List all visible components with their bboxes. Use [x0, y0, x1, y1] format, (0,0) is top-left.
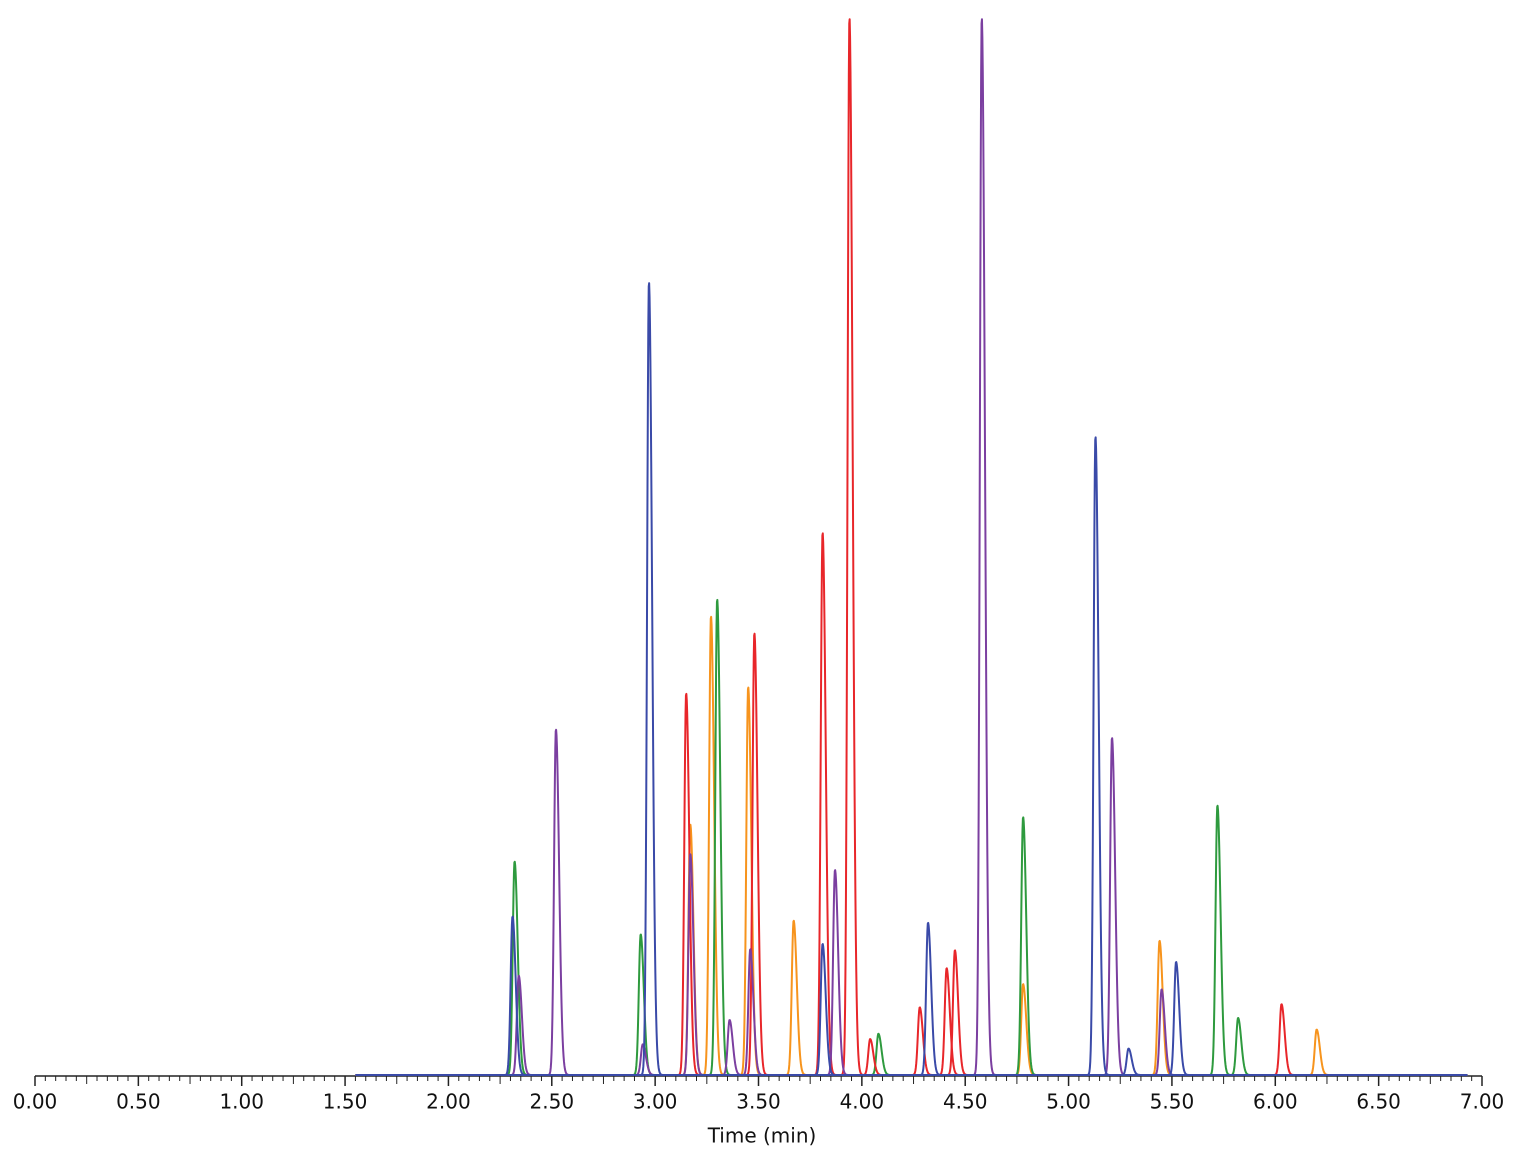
peak [918, 921, 950, 1076]
peak [1228, 1016, 1260, 1076]
x-tick-label: 7.00 [1460, 1090, 1505, 1114]
peak [1207, 804, 1239, 1076]
peak [783, 919, 815, 1076]
x-tick-label: 1.50 [323, 1090, 368, 1114]
x-axis-title: Time (min) [707, 1124, 817, 1148]
x-tick-label: 6.00 [1253, 1090, 1298, 1114]
peak [812, 943, 844, 1076]
peak [546, 728, 577, 1076]
peak [1085, 436, 1117, 1076]
x-tick-label: 2.50 [530, 1090, 575, 1114]
peak [1271, 1003, 1303, 1076]
peak [502, 915, 534, 1076]
x-tick-label: 0.00 [13, 1090, 58, 1114]
x-tick-label: 3.50 [736, 1090, 781, 1114]
peak [1102, 737, 1134, 1076]
x-tick-label: 3.00 [633, 1090, 678, 1114]
x-tick-label: 5.00 [1046, 1090, 1091, 1114]
peak [1013, 816, 1045, 1076]
x-tick-label: 1.00 [219, 1090, 264, 1114]
peak [1149, 939, 1181, 1076]
peak [971, 18, 1003, 1076]
x-tick-label: 4.00 [840, 1090, 885, 1114]
peak [639, 282, 670, 1076]
peak [839, 18, 871, 1076]
x-tick-label: 0.50 [116, 1090, 161, 1114]
peak [1306, 1028, 1338, 1076]
peak [1166, 961, 1198, 1076]
x-tick-label: 2.00 [426, 1090, 471, 1114]
x-tick-label: 5.50 [1150, 1090, 1195, 1114]
peak [1118, 1047, 1150, 1076]
x-tick-label: 6.50 [1356, 1090, 1401, 1114]
x-tick-label: 4.50 [943, 1090, 988, 1114]
peak [508, 974, 540, 1076]
